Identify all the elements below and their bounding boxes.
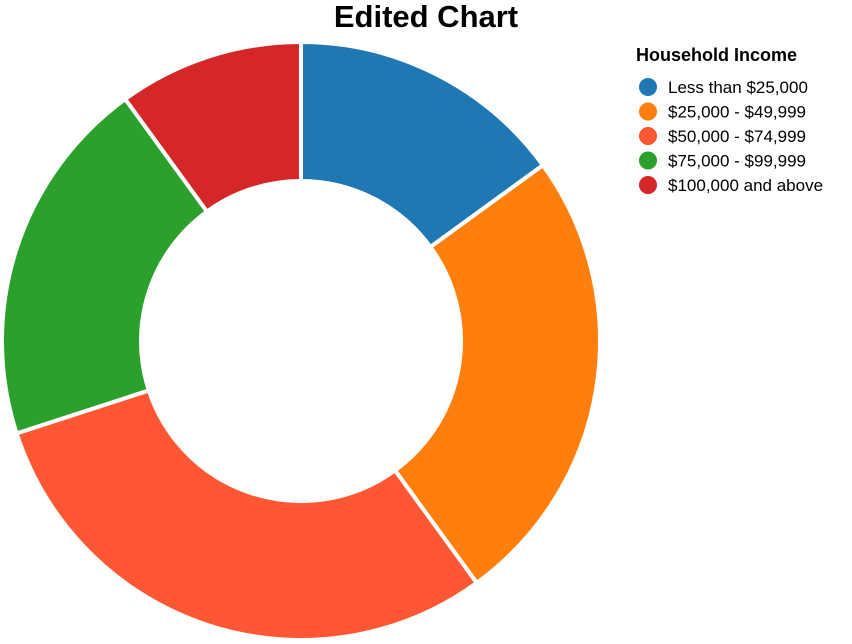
legend: Household Income Less than $25,000 $25,00… bbox=[636, 45, 823, 195]
legend-swatch-3 bbox=[639, 127, 657, 145]
donut-slices bbox=[0, 40, 602, 642]
legend-swatch-2 bbox=[639, 102, 657, 121]
legend-label-5: $100,000 and above bbox=[668, 176, 823, 195]
donut-slice-3[interactable] bbox=[14, 388, 479, 642]
legend-label-1: Less than $25,000 bbox=[668, 78, 808, 97]
legend-title: Household Income bbox=[636, 45, 797, 65]
donut-slice-4[interactable] bbox=[0, 97, 209, 436]
legend-items: Less than $25,000 $25,000 - $49,999 $50,00… bbox=[639, 78, 823, 195]
legend-swatch-5 bbox=[639, 176, 657, 194]
legend-label-4: $75,000 - $99,999 bbox=[668, 152, 806, 171]
donut-slice-5[interactable] bbox=[123, 40, 303, 214]
legend-label-2: $25,000 - $49,999 bbox=[668, 103, 806, 122]
legend-label-3: $50,000 - $74,999 bbox=[668, 127, 806, 146]
donut-slice-2[interactable] bbox=[393, 163, 602, 585]
legend-swatch-4 bbox=[639, 151, 657, 170]
legend-swatch-1 bbox=[639, 78, 657, 96]
donut-slice-1[interactable] bbox=[299, 40, 545, 249]
chart-title: Edited Chart bbox=[334, 0, 518, 34]
